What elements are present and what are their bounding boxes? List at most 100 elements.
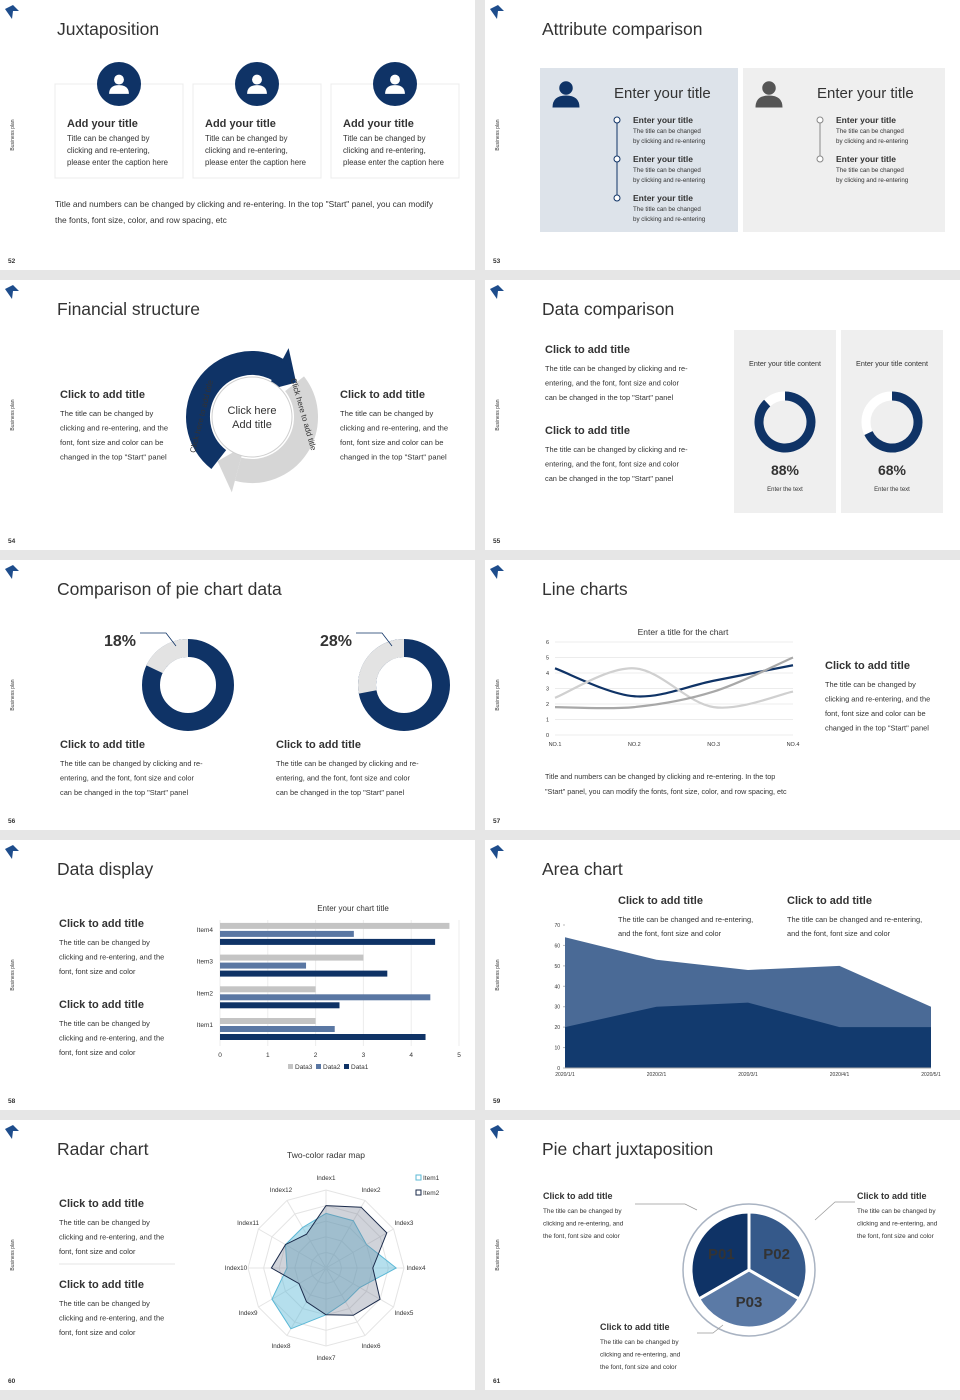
slide-background [0, 560, 475, 830]
center-circle [211, 376, 293, 458]
block-text: clicking and re-entering, and the [825, 695, 930, 704]
x-tick-label: 2020/4/1 [830, 1072, 850, 1078]
footer-text: the fonts, font size, color, and row spa… [55, 215, 227, 225]
block-text: The title can be changed and re-entering… [787, 915, 922, 924]
bar [220, 922, 450, 929]
block-text: can be changed in the top "Start" panel [60, 788, 188, 797]
cycle-arc [234, 376, 318, 483]
block-title: Click to add title [545, 344, 630, 356]
leader-line [697, 1324, 724, 1334]
item-title: Enter your title [633, 193, 693, 203]
side-label: Business plan [495, 679, 501, 710]
block-text: can be changed in the top "Start" panel [276, 788, 404, 797]
slide-title: Line charts [542, 579, 628, 599]
item-text: by clicking and re-entering [836, 138, 909, 145]
slide: Line charts Business plan 57 Enter a title … [485, 560, 960, 830]
donut-value: 68% [878, 462, 907, 478]
logo [5, 5, 19, 19]
block-text: The title can be changed by [59, 938, 150, 947]
x-tick-label: NO.1 [549, 742, 562, 748]
block-text: clicking and re-entering, and the [60, 424, 168, 433]
icon [552, 95, 580, 108]
block-text: clicking and re-entering, [205, 146, 288, 155]
axis-label: Index6 [362, 1343, 381, 1350]
block-title: Click to add title [600, 1322, 670, 1332]
slide-title: Comparison of pie chart data [57, 579, 282, 599]
x-tick-label: 2020/1/1 [555, 1072, 575, 1078]
block-text: clicking and re-entering, and the [340, 424, 448, 433]
line-series [554, 664, 794, 698]
item-text: by clicking and re-entering [633, 177, 706, 184]
block-text: The title can be changed by [825, 680, 916, 689]
donut-arc [358, 639, 405, 694]
slide: Financial structure Business plan 54 Click … [0, 280, 475, 550]
logo [5, 565, 19, 579]
segment-label: P02 [763, 1246, 790, 1263]
block-title: Add your title [67, 118, 138, 130]
spoke [258, 1228, 327, 1269]
icon [247, 85, 267, 94]
block-text: The title can be changed by [59, 1299, 150, 1308]
icon [114, 74, 124, 85]
item-text: The title can be changed [633, 167, 701, 174]
block-text: clicking and re-entering, and the [59, 1233, 164, 1242]
bar [220, 1034, 426, 1040]
block-text: and the font, font size and color [787, 929, 891, 938]
timeline-dot [816, 116, 824, 124]
block-title: Click to add title [618, 895, 703, 907]
x-tick-label: NO.4 [787, 742, 800, 748]
block-title: Click to add title [276, 739, 361, 751]
block-text: The title can be changed by clicking and… [60, 759, 203, 768]
y-tick-label: 50 [554, 964, 560, 970]
page-number: 59 [493, 1098, 501, 1105]
item-title: Enter your title [633, 115, 693, 125]
x-tick-label: 1 [266, 1052, 270, 1059]
side-label: Business plan [495, 959, 501, 990]
y-tick-label: 0 [557, 1066, 560, 1072]
block-text: please enter the caption here [343, 158, 444, 167]
item-title: Enter your title [836, 115, 896, 125]
item-text: The title can be changed [836, 167, 904, 174]
chart-title: Two-color radar map [287, 1150, 365, 1160]
bar [220, 1026, 335, 1032]
block-text: The title can be changed by clicking and… [545, 364, 688, 373]
axis-label: Index7 [317, 1355, 336, 1362]
outer-ring [682, 1203, 816, 1337]
y-tick-label: 6 [546, 640, 549, 646]
panel [734, 330, 836, 513]
panel-title: Enter your title [817, 85, 914, 102]
side-label: Business plan [10, 679, 16, 710]
item-text: by clicking and re-entering [836, 177, 909, 184]
x-tick-label: 0 [218, 1052, 222, 1059]
timeline-dot [613, 155, 621, 163]
side-label: Business plan [495, 119, 501, 150]
slide: Radar chart Business plan 60 Click to add t… [0, 1120, 475, 1390]
footer-text: Title and numbers can be changed by clic… [55, 199, 434, 209]
logo [490, 5, 504, 19]
legend-swatch [288, 1064, 293, 1069]
y-tick-label: 70 [554, 923, 560, 929]
legend-swatch [316, 1064, 321, 1069]
x-tick-label: 2 [314, 1052, 318, 1059]
footer-text: Title and numbers can be changed by clic… [545, 772, 775, 781]
side-label: Business plan [495, 399, 501, 430]
block-text: Title can be changed by [343, 134, 426, 143]
block-text: entering, and the font, font size and co… [60, 774, 194, 783]
block-text: clicking and re-entering, and [543, 1221, 624, 1228]
axis-label: Index11 [237, 1220, 259, 1227]
panel [841, 330, 943, 513]
leader-line [140, 632, 177, 647]
leader-line [814, 1201, 855, 1221]
icon [390, 74, 400, 85]
block-title: Click to add title [59, 1279, 144, 1291]
block-title: Click to add title [59, 1198, 144, 1210]
slide: Area chart Business plan 59 Click to add ti… [485, 840, 960, 1110]
bar [220, 994, 431, 1001]
y-tick-label: 3 [546, 687, 549, 693]
block-title: Click to add title [59, 918, 144, 930]
item-text: The title can be changed [633, 128, 701, 135]
cycle-arrow [266, 348, 297, 391]
x-tick-label: 3 [362, 1052, 366, 1059]
donut-arc [864, 391, 923, 453]
